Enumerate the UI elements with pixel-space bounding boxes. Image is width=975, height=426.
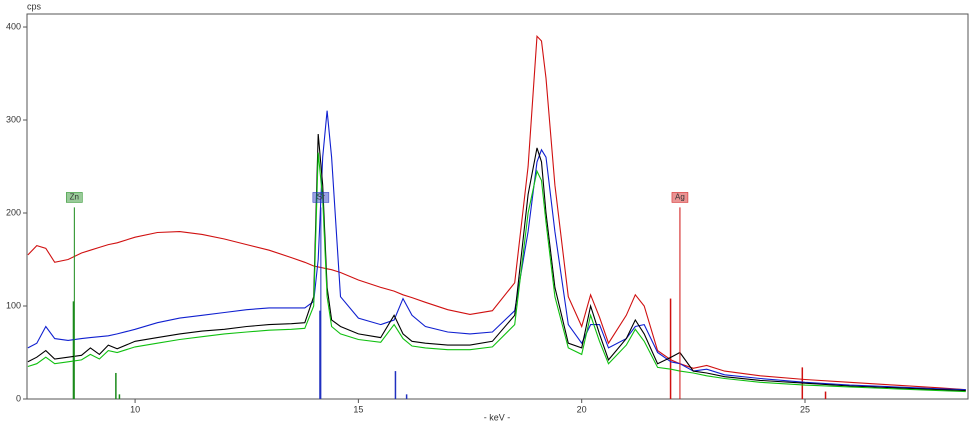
element-label: Zn [70, 193, 79, 202]
spectrum-line [27, 110, 966, 391]
x-tick-label: 10 [130, 404, 140, 414]
y-tick-label: 200 [6, 207, 21, 217]
element-tag [671, 192, 689, 203]
element-label: Sr [317, 193, 325, 202]
x-axis-label: - keV - [484, 412, 511, 422]
spectrum-line [27, 35, 966, 391]
plot-frame [26, 13, 969, 400]
element-tag [312, 192, 330, 203]
y-tick-label: 0 [16, 393, 21, 403]
x-tick-label: 15 [353, 404, 363, 414]
x-tick-label: 25 [800, 404, 810, 414]
y-tick-label: 100 [6, 300, 21, 310]
element-label: Ag [675, 193, 685, 202]
y-tick-label: 300 [6, 114, 21, 124]
element-tag [66, 192, 83, 203]
y-tick-label: 400 [6, 21, 21, 31]
y-axis-label: cps [27, 1, 42, 11]
x-tick-label: 20 [577, 404, 587, 414]
spectrum-line [27, 152, 966, 393]
spectrum-line [27, 133, 966, 392]
